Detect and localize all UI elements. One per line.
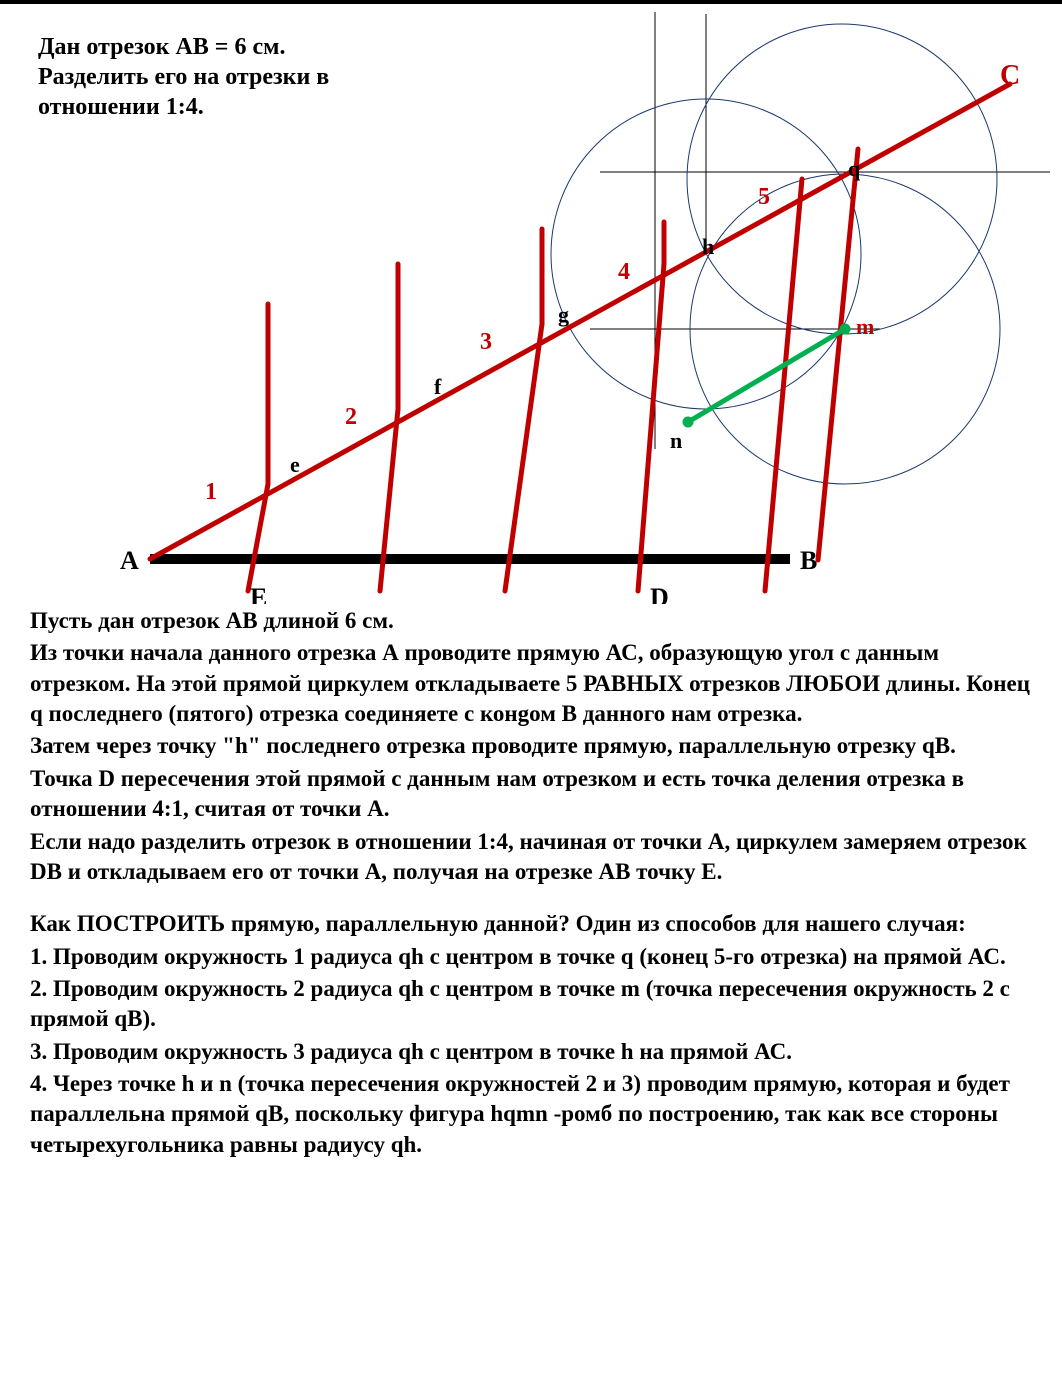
solution-paragraph: 2. Проводим окружность 2 радиуса qh с це… — [30, 974, 1040, 1035]
svg-text:1: 1 — [205, 479, 217, 505]
svg-text:5: 5 — [758, 184, 770, 210]
svg-text:e: e — [290, 452, 300, 477]
svg-text:E: E — [250, 583, 267, 604]
svg-text:h: h — [702, 234, 714, 259]
svg-text:g: g — [558, 302, 569, 327]
solution-paragraph: 3. Проводим окружность 3 радиуса qh с це… — [30, 1037, 1040, 1067]
solution-paragraph: Пусть дан отрезок АВ длиной 6 см. — [30, 606, 1040, 636]
solution-paragraph: 1. Проводим окружность 1 радиуса qh с це… — [30, 942, 1040, 972]
svg-text:B: B — [800, 546, 817, 575]
construction-diagram: 1 2 3 4 5 A B C E De f g h q m n — [0, 4, 1062, 604]
svg-text:2: 2 — [345, 404, 357, 430]
solution-paragraph: 4. Через точке h и n (точка пересечения … — [30, 1069, 1040, 1160]
solution-paragraph: Если надо разделить отрезок в отношении … — [30, 827, 1040, 888]
svg-text:f: f — [434, 374, 442, 399]
solution-paragraph: Из точки начала данного отрезка А провод… — [30, 638, 1040, 729]
svg-text:D: D — [650, 583, 669, 604]
svg-text:n: n — [670, 428, 682, 453]
solution-paragraph: Затем через точку "h" последнего отрезка… — [30, 731, 1040, 761]
svg-text:3: 3 — [480, 329, 492, 355]
svg-text:m: m — [856, 314, 874, 339]
solution-text: Пусть дан отрезок АВ длиной 6 см. Из точ… — [30, 606, 1040, 1162]
page: Дан отрезок АВ = 6 см. Разделить его на … — [0, 0, 1062, 1374]
solution-paragraph: Как ПОСТРОИТЬ прямую, параллельную данно… — [30, 909, 1040, 939]
svg-text:q: q — [848, 156, 861, 181]
svg-text:C: C — [1000, 60, 1020, 91]
solution-paragraph: Точка D пересечения этой прямой с данным… — [30, 764, 1040, 825]
svg-text:A: A — [120, 546, 139, 575]
svg-text:4: 4 — [618, 259, 630, 285]
